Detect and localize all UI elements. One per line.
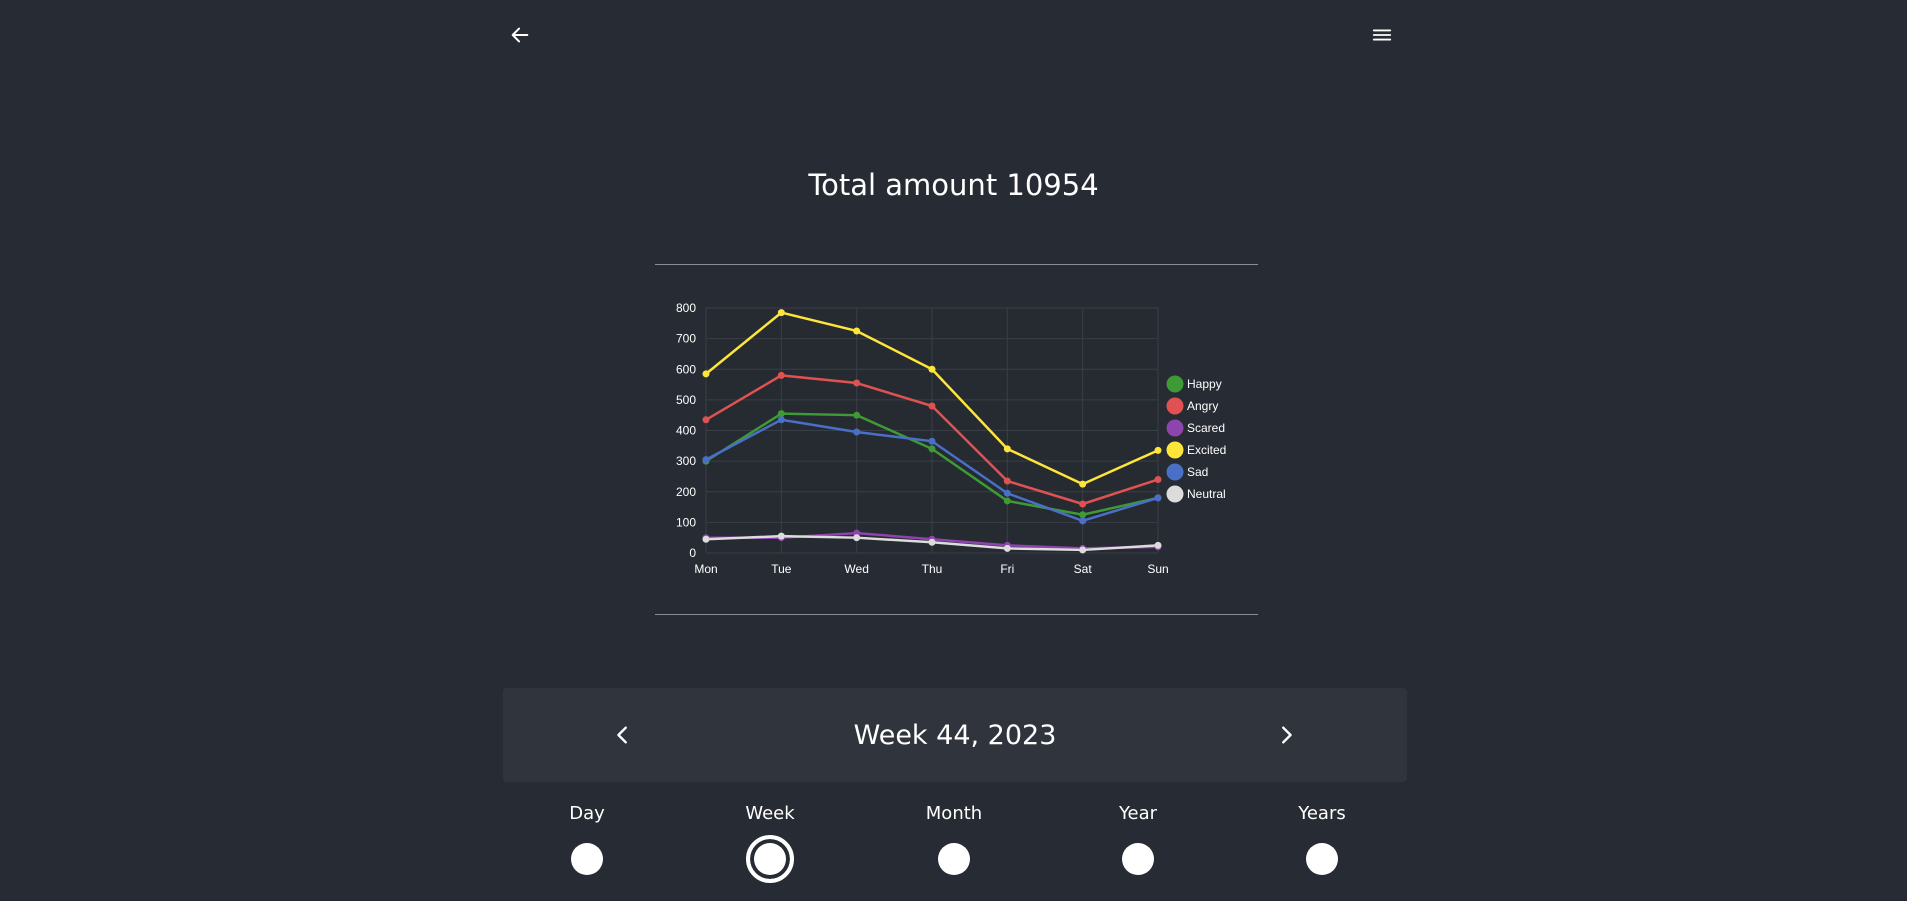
legend-swatch-excited <box>1166 441 1184 459</box>
data-point-sad <box>1003 489 1011 497</box>
data-point-excited <box>1079 480 1087 488</box>
y-tick-label: 600 <box>676 362 696 376</box>
data-point-excited <box>928 365 936 373</box>
data-point-sad <box>1154 494 1162 502</box>
data-point-sad <box>853 428 861 436</box>
period-year-label: Year <box>1118 803 1158 824</box>
legend-label-angry: Angry <box>1187 399 1218 413</box>
chart-svg: 0 100 200 300 400 500 600 700 800 Mon Tue Wed Thu Fri… <box>676 301 1226 576</box>
emotion-line-chart: 0 100 200 300 400 500 600 700 800 Mon Tue Wed Thu Fri… <box>655 290 1258 590</box>
data-point-happy <box>1079 511 1087 519</box>
period-week-label: Week <box>745 803 795 824</box>
y-tick-label: 200 <box>676 485 696 499</box>
data-point-sad <box>1079 517 1087 525</box>
week-label: Week 44, 2023 <box>853 720 1057 751</box>
data-point-sad <box>777 416 785 424</box>
y-tick-label: 400 <box>676 424 696 438</box>
x-tick-label: Fri <box>1000 562 1014 576</box>
data-point-neutral <box>1154 541 1162 549</box>
legend-swatch-happy <box>1166 375 1184 393</box>
chart-bottom-divider <box>655 614 1258 615</box>
y-tick-label: 800 <box>676 301 696 315</box>
x-tick-label: Tue <box>771 562 792 576</box>
period-year: Year <box>1078 803 1198 875</box>
y-tick-label: 0 <box>689 546 696 560</box>
data-point-neutral <box>702 535 710 543</box>
y-tick-label: 100 <box>676 515 696 529</box>
y-tick-label: 500 <box>676 393 696 407</box>
data-point-excited <box>702 370 710 378</box>
back-button[interactable] <box>505 20 535 50</box>
period-year-radio[interactable] <box>1122 843 1154 875</box>
chevron-right-icon <box>1282 726 1292 744</box>
x-tick-label: Wed <box>844 562 868 576</box>
legend-swatch-angry <box>1166 397 1184 415</box>
data-point-happy <box>928 445 936 453</box>
hamburger-menu-icon <box>1372 29 1392 41</box>
data-point-happy <box>1003 497 1011 505</box>
chart-top-divider <box>655 264 1258 265</box>
data-point-neutral <box>1079 546 1087 554</box>
data-point-angry <box>1079 500 1087 508</box>
period-years: Years <box>1262 803 1382 875</box>
data-point-happy <box>777 410 785 418</box>
total-amount-title: Total amount 10954 <box>808 168 1099 202</box>
week-navigator: Week 44, 2023 <box>503 688 1407 782</box>
data-point-excited <box>1154 446 1162 454</box>
data-point-neutral <box>1003 544 1011 552</box>
period-week: Week <box>710 803 830 883</box>
data-point-angry <box>1154 476 1162 483</box>
period-month: Month <box>894 803 1014 875</box>
period-day: Day <box>527 803 647 875</box>
chevron-left-icon <box>617 726 627 744</box>
legend-swatch-sad <box>1166 463 1184 481</box>
x-tick-label: Sat <box>1074 562 1093 576</box>
arrow-left-icon <box>511 27 529 43</box>
data-point-neutral <box>928 538 936 546</box>
data-point-sad <box>928 437 936 445</box>
data-point-excited <box>853 327 861 335</box>
legend-label-excited: Excited <box>1187 443 1226 457</box>
y-tick-label: 300 <box>676 454 696 468</box>
legend-label-neutral: Neutral <box>1187 487 1226 501</box>
x-tick-label: Mon <box>694 562 717 576</box>
data-point-neutral <box>853 534 861 542</box>
legend-label-sad: Sad <box>1187 465 1208 479</box>
data-point-angry <box>928 402 936 410</box>
period-month-radio[interactable] <box>938 843 970 875</box>
period-years-radio[interactable] <box>1306 843 1338 875</box>
data-point-angry <box>853 379 861 387</box>
data-point-happy <box>853 411 861 419</box>
legend-swatch-neutral <box>1166 485 1184 503</box>
data-point-angry <box>777 371 785 379</box>
data-point-neutral <box>777 532 785 540</box>
x-tick-label: Sun <box>1147 562 1168 576</box>
data-point-angry <box>702 416 710 424</box>
x-tick-label: Thu <box>922 562 943 576</box>
data-point-angry <box>1003 477 1011 485</box>
period-week-radio[interactable] <box>746 835 794 883</box>
legend-label-scared: Scared <box>1187 421 1225 435</box>
data-point-excited <box>777 309 785 317</box>
y-tick-label: 700 <box>676 332 696 346</box>
data-point-sad <box>702 456 710 464</box>
period-years-label: Years <box>1298 803 1346 824</box>
previous-week-button[interactable] <box>603 715 643 755</box>
next-week-button[interactable] <box>1266 715 1306 755</box>
menu-button[interactable] <box>1367 20 1397 50</box>
legend-label-happy: Happy <box>1187 377 1222 391</box>
period-day-radio[interactable] <box>571 843 603 875</box>
legend-swatch-scared <box>1166 419 1184 437</box>
data-point-excited <box>1003 445 1011 453</box>
period-day-label: Day <box>569 803 605 824</box>
period-month-label: Month <box>925 803 983 824</box>
